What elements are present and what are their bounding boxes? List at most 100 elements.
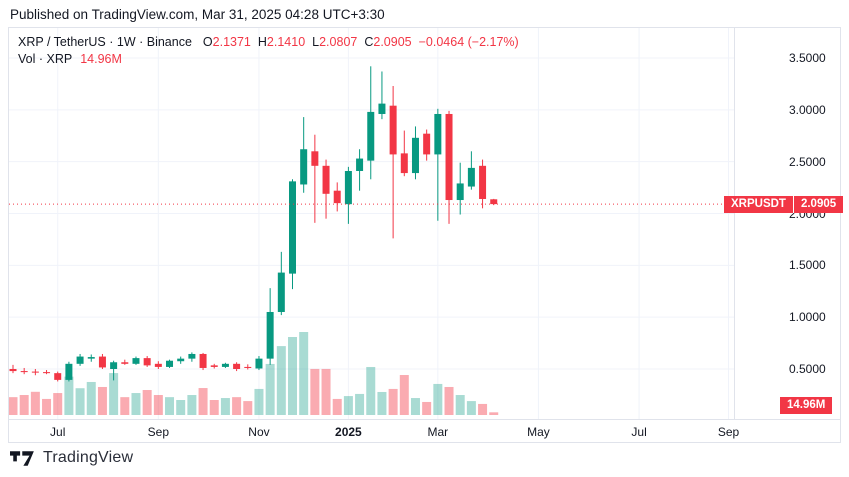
price-flag-symbol: XRPUSDT (724, 195, 793, 213)
candle-body (143, 358, 151, 366)
price-tick: 1.0000 (789, 310, 826, 325)
symbol-title[interactable]: XRP / TetherUS · 1W · Binance (18, 35, 192, 49)
volume-bar (165, 397, 175, 415)
volume-bar (254, 388, 264, 415)
volume-bar (131, 393, 141, 415)
volume-bar (232, 397, 242, 415)
volume-bar (489, 412, 499, 415)
candle-body (456, 183, 464, 201)
volume-label: Vol · XRP (18, 52, 73, 66)
candle-body (356, 158, 364, 171)
volume-bar (288, 336, 297, 415)
candle-body (98, 356, 106, 368)
volume-bar (142, 390, 152, 415)
chart-frame: XRP / TetherUS · 1W · Binance O2.1371 H2.1… (8, 27, 844, 443)
current-price-flag: XRPUSDT 2.0905 (724, 195, 844, 213)
candle-body (311, 151, 319, 166)
candle-body (221, 363, 229, 367)
candle-body (166, 360, 174, 367)
time-tick: Mar (427, 425, 449, 439)
candle-body (289, 181, 296, 274)
price-tick: 0.5000 (789, 362, 826, 376)
candle-body (76, 356, 84, 364)
volume-bar (75, 388, 85, 415)
volume-bar (243, 401, 253, 415)
volume-bar (321, 368, 331, 415)
time-axis[interactable]: Jul Sep Nov 2025 Mar May Jul Sep (9, 419, 840, 442)
published-line: Published on TradingView.com, Mar 31, 20… (10, 7, 385, 22)
price-tick: 3.5000 (789, 51, 826, 65)
price-axis[interactable]: 3.5000 3.0000 2.5000 2.0000 1.5000 1.0000 0.50… (734, 28, 840, 419)
candle-body (344, 170, 352, 205)
price-flag-value: 2.0905 (793, 195, 844, 213)
candle-body (65, 363, 73, 380)
price-tick: 3.0000 (789, 102, 826, 117)
volume-bar (377, 391, 387, 415)
volume-bar (97, 386, 107, 415)
tradingview-logo-text: TradingView (43, 449, 134, 466)
candle-body (20, 371, 28, 373)
volume-bar (343, 396, 353, 415)
candle-body (400, 153, 408, 174)
time-tick: Sep (147, 425, 170, 439)
candle-body (132, 358, 140, 364)
candlestick-chart[interactable] (9, 28, 734, 419)
volume-bar (455, 395, 465, 415)
volume-bar (9, 397, 18, 415)
ohlc-close-value: 2.0905 (373, 35, 412, 49)
volume-bar (332, 398, 342, 415)
candle-body (378, 103, 386, 114)
candle-body (423, 133, 431, 155)
legend-symbol-row: XRP / TetherUS · 1W · Binance O2.1371 H2.1… (18, 34, 519, 51)
candle-body (490, 199, 498, 205)
candle-body (322, 165, 330, 194)
volume-bar (153, 395, 163, 415)
volume-bar (433, 383, 443, 415)
volume-bar (399, 375, 409, 415)
volume-bar (120, 397, 130, 415)
time-tick: Nov (248, 425, 270, 439)
volume-bar (355, 393, 365, 415)
ohlc-high-label: H2.1410 (257, 35, 306, 49)
volume-bar (64, 376, 74, 415)
candle-body (210, 365, 218, 367)
candle-body (445, 113, 453, 201)
candle-body (266, 311, 274, 359)
candle-body (434, 113, 442, 155)
candle-body (154, 363, 162, 367)
candle-body (333, 190, 341, 204)
volume-bar (53, 393, 63, 415)
time-tick: 2025 (335, 425, 362, 439)
chart-legend: XRP / TetherUS · 1W · Binance O2.1371 H2.1… (18, 34, 519, 68)
candle-body (255, 358, 263, 369)
volume-value: 14.96M (80, 52, 122, 66)
price-axis-separator (734, 28, 735, 419)
time-tick: Jul (631, 425, 647, 439)
volume-bar (310, 368, 320, 415)
ohlc-open-value: 2.1371 (212, 35, 251, 49)
volume-bar (388, 388, 398, 415)
price-change: −0.0464 (−2.17%) (418, 35, 519, 49)
candle-body (277, 272, 285, 312)
candle-body (467, 167, 475, 187)
price-tick: 2.5000 (789, 154, 826, 169)
legend-volume-row: Vol · XRP 14.96M (18, 51, 519, 68)
volume-bar (478, 403, 488, 415)
candle-body (43, 372, 51, 374)
candle-body (244, 366, 252, 368)
candle-body (110, 362, 118, 370)
tradingview-logo[interactable]: TradingView (10, 449, 133, 467)
volume-bar (366, 366, 376, 415)
volume-bar (265, 363, 275, 415)
candle-body (367, 111, 375, 161)
candle-body (121, 362, 129, 364)
volume-bar (30, 391, 40, 415)
volume-bar (276, 346, 286, 415)
candle-body (300, 149, 308, 185)
volume-bar (444, 386, 454, 415)
ohlc-close-label: C2.0905 (364, 35, 412, 49)
volume-bar (187, 395, 197, 415)
ohlc-open-label: O2.1371 (202, 35, 251, 49)
volume-bar (410, 398, 420, 415)
